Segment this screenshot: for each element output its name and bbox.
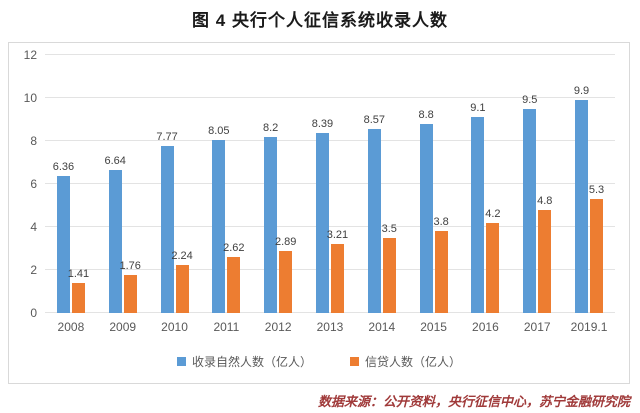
legend-item-credit-persons: 信贷人数（亿人） bbox=[350, 353, 461, 370]
bar-groups: 6.36 1.41 2008 6.64 1.76 2009 7.77 2.24 2010 8.05… bbox=[45, 55, 615, 334]
category-group: 8.57 3.5 2014 bbox=[364, 55, 397, 334]
x-axis-label: 2010 bbox=[161, 320, 188, 334]
legend-swatch-blue-icon bbox=[176, 357, 186, 366]
bar-credit-persons: 5.3 bbox=[589, 185, 604, 313]
legend: 收录自然人数（亿人） 信贷人数（亿人） bbox=[9, 353, 629, 370]
gridline bbox=[45, 226, 615, 227]
y-axis: 0 2 4 6 8 10 12 bbox=[9, 49, 39, 319]
gridline bbox=[45, 97, 615, 98]
x-axis-label: 2009 bbox=[109, 320, 137, 334]
bar-value-label: 8.05 bbox=[208, 124, 230, 137]
bar-value-label: 8.39 bbox=[311, 117, 334, 130]
bar-natural-persons: 8.05 bbox=[208, 125, 230, 313]
bar-value-label: 9.1 bbox=[470, 102, 486, 115]
category-group: 8.2 2.89 2012 bbox=[263, 55, 296, 334]
bar-natural-persons: 9.1 bbox=[470, 103, 486, 313]
bar-natural-persons: 7.77 bbox=[156, 131, 178, 313]
category-group: 8.39 3.21 2013 bbox=[312, 55, 348, 334]
bar-value-label: 3.8 bbox=[433, 216, 449, 229]
bar-value-label: 6.36 bbox=[52, 161, 75, 174]
x-axis-label: 2008 bbox=[57, 320, 85, 334]
bar-credit-persons: 2.24 bbox=[171, 250, 193, 313]
legend-label-credit-persons: 信贷人数（亿人） bbox=[365, 355, 462, 369]
bar-credit-persons: 3.8 bbox=[433, 217, 449, 313]
bar-value-label: 7.77 bbox=[156, 130, 178, 143]
y-tick-label: 10 bbox=[23, 91, 37, 105]
data-source-note: 数据来源：公开资料，央行征信中心，苏宁金融研究院 bbox=[317, 394, 630, 409]
bar-value-label: 2.62 bbox=[223, 241, 245, 254]
bar-natural-persons: 9.5 bbox=[522, 94, 537, 313]
bar-credit-persons: 3.21 bbox=[327, 230, 348, 313]
bar-value-label: 1.76 bbox=[119, 260, 141, 273]
gridline bbox=[45, 269, 615, 270]
bar-value-label: 9.9 bbox=[573, 85, 590, 98]
category-group: 9.5 4.8 2017 bbox=[522, 55, 552, 334]
bar-value-label: 3.21 bbox=[326, 229, 349, 241]
x-axis-label: 2011 bbox=[213, 320, 240, 334]
category-group: 8.05 2.62 2011 bbox=[208, 55, 245, 334]
x-axis-label: 2019.1 bbox=[570, 320, 608, 334]
y-tick-label: 4 bbox=[30, 220, 37, 234]
category-group: 9.1 4.2 2016 bbox=[470, 55, 501, 334]
bar-value-label: 1.41 bbox=[67, 267, 90, 280]
bar-credit-persons: 3.5 bbox=[382, 223, 397, 313]
category-group: 6.64 1.76 2009 bbox=[105, 55, 141, 334]
bar-value-label: 3.5 bbox=[381, 222, 397, 235]
bar-natural-persons: 6.64 bbox=[105, 156, 126, 313]
plot-area: 6.36 1.41 2008 6.64 1.76 2009 7.77 2.24 2010 8.05… bbox=[45, 54, 615, 334]
bar-natural-persons: 8.57 bbox=[364, 114, 385, 313]
gridline bbox=[45, 312, 615, 313]
y-tick-label: 2 bbox=[30, 263, 37, 277]
bar-natural-persons: 8.39 bbox=[312, 118, 333, 313]
gridline bbox=[45, 140, 615, 141]
bar-credit-persons: 2.89 bbox=[275, 236, 296, 313]
x-axis-label: 2015 bbox=[420, 320, 447, 334]
category-group: 7.77 2.24 2010 bbox=[156, 55, 193, 334]
y-tick-label: 12 bbox=[23, 48, 37, 62]
y-tick-label: 8 bbox=[30, 134, 37, 148]
legend-swatch-orange-icon bbox=[350, 357, 359, 366]
x-axis-label: 2017 bbox=[523, 320, 551, 334]
x-axis-label: 2012 bbox=[264, 320, 292, 334]
bar-credit-persons: 1.76 bbox=[120, 261, 141, 313]
bar-credit-persons: 1.41 bbox=[68, 268, 89, 313]
chart-frame: 0 2 4 6 8 10 12 6.36 1.41 2008 6.64 1.76 2009 7.77 2.… bbox=[8, 42, 630, 384]
legend-item-natural-persons: 收录自然人数（亿人） bbox=[176, 353, 312, 370]
gridline bbox=[45, 183, 615, 184]
legend-label-natural-persons: 收录自然人数（亿人） bbox=[191, 355, 312, 369]
bar-natural-persons: 8.2 bbox=[263, 122, 278, 313]
bar-credit-persons: 4.2 bbox=[485, 208, 501, 313]
category-group: 8.8 3.8 2015 bbox=[418, 55, 449, 334]
bar-value-label: 8.2 bbox=[263, 121, 279, 134]
x-axis-label: 2016 bbox=[472, 320, 499, 334]
x-axis-label: 2014 bbox=[368, 320, 396, 334]
bar-value-label: 4.2 bbox=[485, 207, 501, 220]
bar-value-label: 5.3 bbox=[588, 184, 605, 197]
y-tick-label: 0 bbox=[30, 306, 37, 320]
bar-value-label: 2.24 bbox=[171, 249, 193, 262]
chart-title: 图 4 央行个人征信系统收录人数 bbox=[192, 11, 448, 30]
bar-credit-persons: 4.8 bbox=[537, 195, 552, 313]
x-axis-label: 2013 bbox=[316, 320, 344, 334]
bar-value-label: 6.64 bbox=[104, 155, 126, 168]
category-group: 9.9 5.3 2019.1 bbox=[571, 55, 608, 334]
bar-value-label: 8.8 bbox=[418, 108, 434, 121]
bar-value-label: 2.89 bbox=[274, 235, 297, 248]
gridline bbox=[45, 54, 615, 55]
bar-credit-persons: 2.62 bbox=[223, 242, 245, 313]
bar-natural-persons: 6.36 bbox=[53, 162, 74, 313]
bar-natural-persons: 8.8 bbox=[418, 109, 434, 313]
bar-value-label: 9.5 bbox=[522, 93, 538, 106]
category-group: 6.36 1.41 2008 bbox=[53, 55, 89, 334]
bar-value-label: 8.57 bbox=[363, 113, 385, 126]
bar-value-label: 4.8 bbox=[537, 194, 553, 207]
bar-natural-persons: 9.9 bbox=[574, 86, 589, 313]
y-tick-label: 6 bbox=[30, 177, 37, 191]
